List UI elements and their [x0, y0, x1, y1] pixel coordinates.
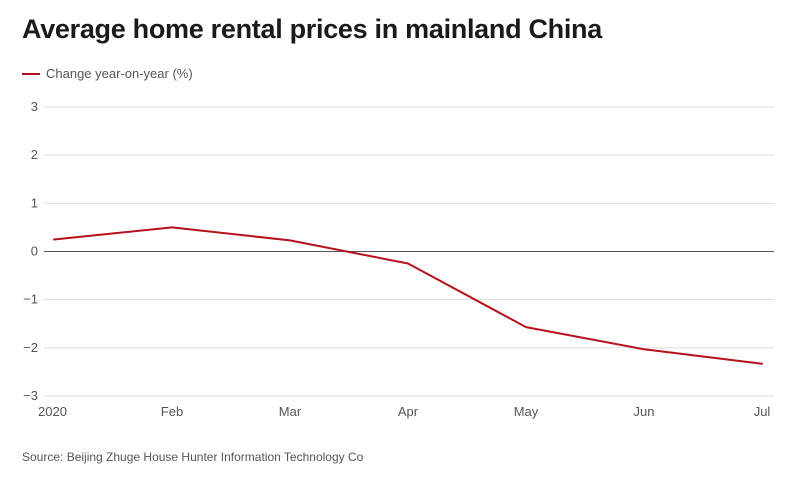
y-tick-label: 0: [31, 244, 38, 259]
x-tick-label: Jun: [634, 404, 655, 419]
y-tick-label: 1: [31, 195, 38, 210]
series-line-0: [53, 226, 763, 365]
x-tick-label: Feb: [161, 404, 183, 419]
y-tick-label: −2: [23, 340, 38, 355]
y-tick-label: −3: [23, 388, 38, 403]
data-point: [761, 363, 763, 365]
x-tick-label: May: [514, 404, 539, 419]
y-tick-label: 3: [31, 99, 38, 114]
x-tick-label: Jul: [754, 404, 771, 419]
data-point: [407, 263, 409, 265]
data-point: [525, 326, 527, 328]
chart-title: Average home rental prices in mainland C…: [22, 14, 602, 44]
data-point: [53, 238, 55, 240]
legend-label: Change year-on-year (%): [46, 66, 193, 81]
x-tick-label: Apr: [398, 404, 419, 419]
data-point: [171, 226, 173, 228]
source-note: Source: Beijing Zhuge House Hunter Infor…: [22, 450, 364, 464]
legend-line-swatch: [22, 72, 40, 75]
legend: Change year-on-year (%): [22, 66, 193, 81]
y-tick-label: 2: [31, 147, 38, 162]
data-point: [643, 348, 645, 350]
x-tick-label: 2020: [38, 404, 67, 419]
data-point: [289, 239, 291, 241]
y-tick-label: −1: [23, 292, 38, 307]
x-tick-label: Mar: [279, 404, 302, 419]
